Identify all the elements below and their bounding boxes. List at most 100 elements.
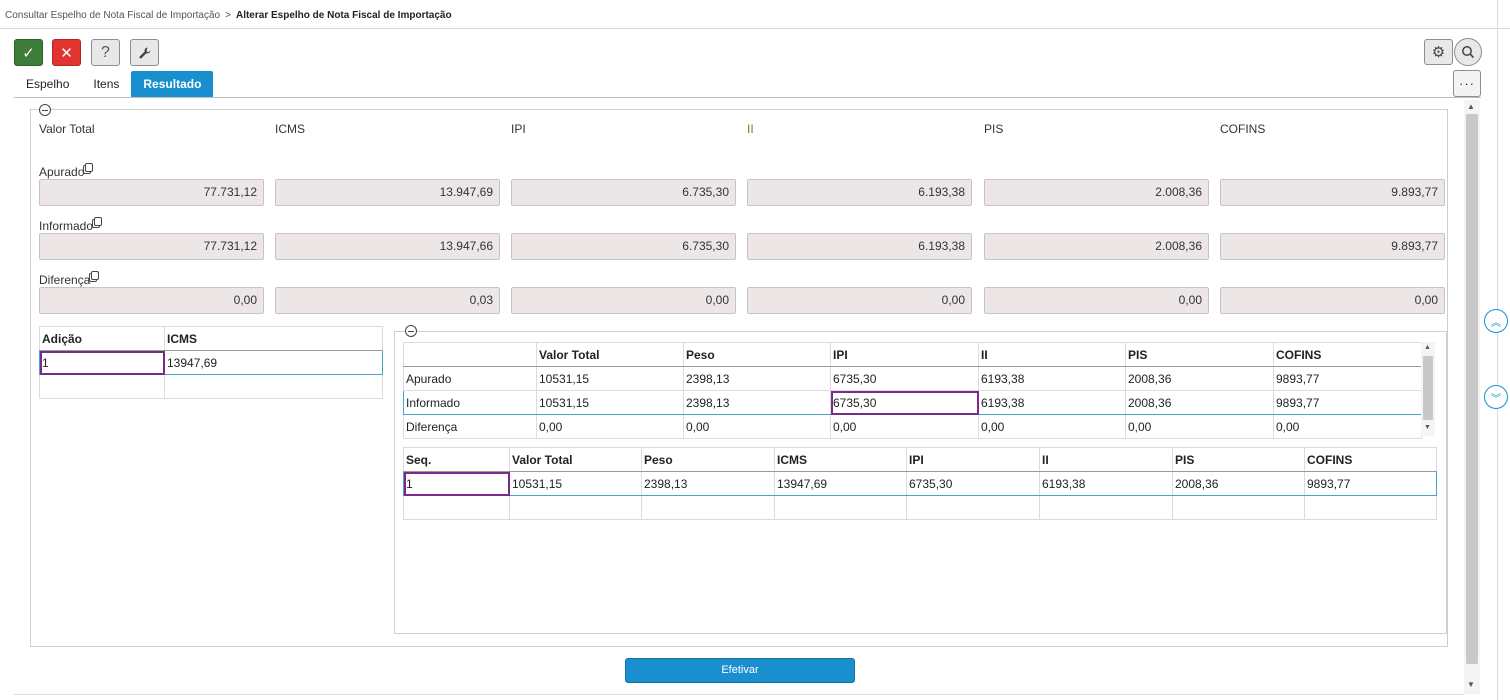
table-cell[interactable]: 0,00 xyxy=(830,414,979,439)
breadcrumb-current: Alterar Espelho de Nota Fiscal de Import… xyxy=(235,10,452,21)
seq-ipi-header[interactable]: IPI xyxy=(906,447,1040,472)
table-row[interactable]: Apurado 10531,15 2398,13 6735,30 6193,38… xyxy=(403,366,1422,391)
table-cell[interactable]: 2008,36 xyxy=(1172,471,1305,496)
totals-grid: Valor Total Peso IPI II PIS COFINS Apura… xyxy=(403,342,1422,439)
adicao-icms-header[interactable]: ICMS xyxy=(164,326,383,351)
totals-pis-header[interactable]: PIS xyxy=(1125,342,1274,367)
header-divider xyxy=(0,28,1510,29)
tab-resultado[interactable]: Resultado xyxy=(131,71,214,97)
scroll-down-arrow[interactable]: ▼ xyxy=(1467,680,1475,689)
totals-valor-total-header[interactable]: Valor Total xyxy=(536,342,684,367)
seq-icms-header[interactable]: ICMS xyxy=(774,447,907,472)
label-apurado-text: Apurado xyxy=(39,165,85,179)
table-cell[interactable]: 6735,30 xyxy=(830,390,979,415)
informado-icms-field: 13.947,66 xyxy=(275,233,500,260)
footer-divider xyxy=(14,694,1464,695)
table-row[interactable]: 1 10531,15 2398,13 13947,69 6735,30 6193… xyxy=(403,471,1437,496)
table-cell[interactable]: 6193,38 xyxy=(978,366,1126,391)
row-label: Diferença xyxy=(403,414,537,439)
seq-pis-header[interactable]: PIS xyxy=(1172,447,1305,472)
adicao-cell[interactable]: 1 xyxy=(39,350,165,375)
tab-itens[interactable]: Itens xyxy=(93,77,120,91)
diferenca-icms-field: 0,03 xyxy=(275,287,500,314)
check-icon: ✓ xyxy=(22,44,35,62)
adicao-icms-cell[interactable]: 13947,69 xyxy=(164,350,383,375)
adicao-header[interactable]: Adição xyxy=(39,326,165,351)
more-options-button[interactable]: ··· xyxy=(1453,70,1481,97)
collapse-icon[interactable] xyxy=(39,104,51,116)
settings-button[interactable]: ⚙ xyxy=(1424,39,1453,65)
breadcrumb-parent-link[interactable]: Consultar Espelho de Nota Fiscal de Impo… xyxy=(5,10,221,21)
table-cell[interactable]: 9893,77 xyxy=(1273,390,1422,415)
efetivar-button[interactable]: Efetivar xyxy=(625,658,855,683)
seq-ii-header[interactable]: II xyxy=(1039,447,1173,472)
table-row[interactable]: 1 13947,69 xyxy=(39,350,383,375)
copy-icon[interactable] xyxy=(94,217,103,226)
table-cell[interactable]: 1 xyxy=(403,471,510,496)
grid-scroll-up-arrow[interactable]: ▲ xyxy=(1424,344,1431,351)
apurado-ipi-field: 6.735,30 xyxy=(511,179,736,206)
table-cell[interactable]: 0,00 xyxy=(978,414,1126,439)
table-cell[interactable]: 0,00 xyxy=(536,414,684,439)
table-cell[interactable]: 9893,77 xyxy=(1304,471,1437,496)
empty-cell xyxy=(1039,495,1173,520)
grid-scroll-down-arrow[interactable]: ▼ xyxy=(1424,424,1431,431)
tab-bar: Espelho Itens Resultado xyxy=(14,71,214,97)
seq-peso-header[interactable]: Peso xyxy=(641,447,775,472)
table-cell[interactable]: 2398,13 xyxy=(641,471,775,496)
table-cell[interactable]: 6193,38 xyxy=(978,390,1126,415)
table-row[interactable]: Informado 10531,15 2398,13 6735,30 6193,… xyxy=(403,390,1422,415)
scroll-to-bottom-button[interactable]: ︾ xyxy=(1484,385,1508,409)
table-row[interactable]: Diferença 0,00 0,00 0,00 0,00 0,00 0,00 xyxy=(403,414,1422,439)
seq-valor-total-header[interactable]: Valor Total xyxy=(509,447,642,472)
page-scrollbar[interactable]: ▲ ▼ xyxy=(1464,100,1480,694)
label-diferenca: Diferença xyxy=(39,271,100,287)
confirm-button[interactable]: ✓ xyxy=(14,39,43,66)
informado-pis-field: 2.008,36 xyxy=(984,233,1209,260)
totals-ii-header[interactable]: II xyxy=(978,342,1126,367)
seq-cofins-header[interactable]: COFINS xyxy=(1304,447,1437,472)
informado-ipi-field: 6.735,30 xyxy=(511,233,736,260)
table-cell[interactable]: 10531,15 xyxy=(536,390,684,415)
copy-icon[interactable] xyxy=(91,271,100,280)
table-cell[interactable]: 6735,30 xyxy=(906,471,1040,496)
empty-cell xyxy=(39,374,165,399)
table-cell[interactable]: 6193,38 xyxy=(1039,471,1173,496)
empty-cell xyxy=(1304,495,1437,520)
table-cell[interactable]: 13947,69 xyxy=(774,471,907,496)
table-cell[interactable]: 2008,36 xyxy=(1125,366,1274,391)
right-edge-divider xyxy=(1497,0,1498,700)
table-cell[interactable]: 0,00 xyxy=(1125,414,1274,439)
help-button[interactable]: ? xyxy=(91,39,120,66)
header-ipi: IPI xyxy=(511,122,526,136)
search-button[interactable] xyxy=(1454,38,1482,66)
table-row-empty xyxy=(39,374,383,399)
scrollbar-thumb[interactable] xyxy=(1466,114,1478,664)
apurado-pis-field: 2.008,36 xyxy=(984,179,1209,206)
scroll-up-arrow[interactable]: ▲ xyxy=(1467,102,1475,111)
table-cell[interactable]: 10531,15 xyxy=(509,471,642,496)
table-cell[interactable]: 10531,15 xyxy=(536,366,684,391)
grid-scrollbar-thumb[interactable] xyxy=(1423,356,1433,420)
scroll-down-icon: ︾ xyxy=(1491,393,1501,405)
tab-espelho[interactable]: Espelho xyxy=(26,77,70,91)
totals-peso-header[interactable]: Peso xyxy=(683,342,831,367)
totals-cofins-header[interactable]: COFINS xyxy=(1273,342,1422,367)
table-cell[interactable]: 2398,13 xyxy=(683,390,831,415)
table-cell[interactable]: 6735,30 xyxy=(830,366,979,391)
diferenca-ii-field: 0,00 xyxy=(747,287,972,314)
table-cell[interactable]: 2008,36 xyxy=(1125,390,1274,415)
seq-header[interactable]: Seq. xyxy=(403,447,510,472)
row-label: Informado xyxy=(403,390,537,415)
totals-grid-scrollbar[interactable]: ▲ ▼ xyxy=(1421,342,1435,436)
table-cell[interactable]: 0,00 xyxy=(683,414,831,439)
table-cell[interactable]: 0,00 xyxy=(1273,414,1422,439)
copy-icon[interactable] xyxy=(85,163,94,172)
cancel-button[interactable]: ✕ xyxy=(52,39,81,66)
collapse-icon[interactable] xyxy=(405,325,417,337)
table-cell[interactable]: 9893,77 xyxy=(1273,366,1422,391)
totals-ipi-header[interactable]: IPI xyxy=(830,342,979,367)
scroll-to-top-button[interactable]: ︽ xyxy=(1484,309,1508,333)
table-cell[interactable]: 2398,13 xyxy=(683,366,831,391)
tools-button[interactable] xyxy=(130,39,159,66)
